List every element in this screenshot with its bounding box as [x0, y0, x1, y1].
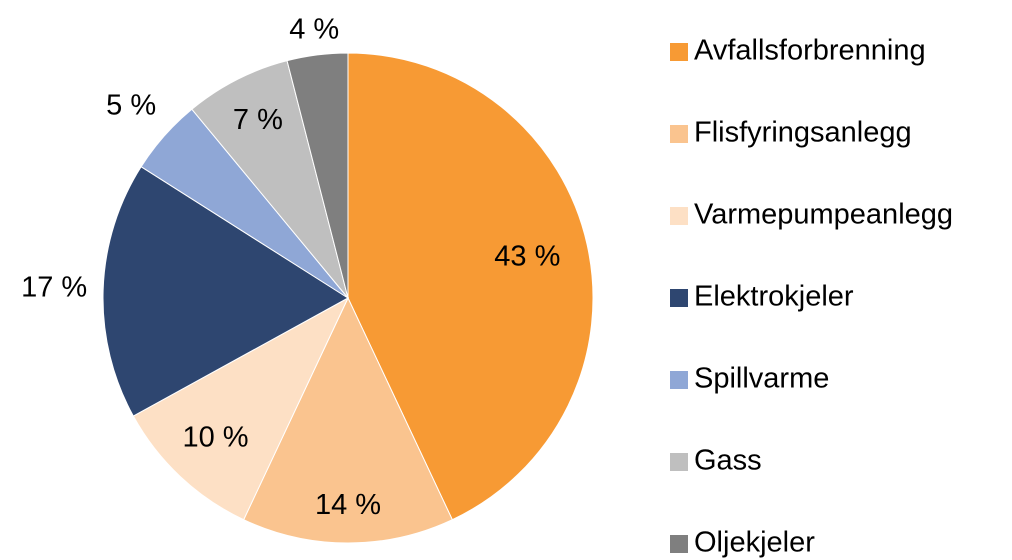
legend-swatch [670, 453, 688, 471]
data-label: 17 % [21, 271, 87, 303]
legend-label: Gass [694, 445, 762, 477]
legend-swatch [670, 535, 688, 553]
data-label: 14 % [315, 489, 381, 521]
legend-swatch [670, 207, 688, 225]
pie-slice [286, 52, 349, 299]
legend-swatch [670, 125, 688, 143]
legend-label: Avfallsforbrenning [694, 35, 926, 67]
data-label: 4 % [289, 13, 339, 45]
pie-slice [132, 296, 350, 521]
legend-swatch [670, 371, 688, 389]
data-label: 10 % [182, 422, 248, 454]
legend-label: Elektrokjeler [694, 281, 854, 313]
legend-swatch [670, 43, 688, 61]
legend-label: Flisfyringsanlegg [694, 117, 912, 149]
pie-slice [191, 60, 349, 299]
legend-swatch [670, 289, 688, 307]
data-label: 43 % [494, 241, 560, 273]
pie-slice [347, 52, 594, 521]
data-label: 7 % [233, 104, 283, 136]
legend-label: Oljekjeler [694, 527, 815, 559]
legend-label: Spillvarme [694, 363, 829, 395]
pie-slice [243, 296, 453, 544]
data-label: 5 % [106, 89, 156, 121]
pie-slice [102, 166, 349, 417]
legend-label: Varmepumpeanlegg [694, 199, 953, 231]
